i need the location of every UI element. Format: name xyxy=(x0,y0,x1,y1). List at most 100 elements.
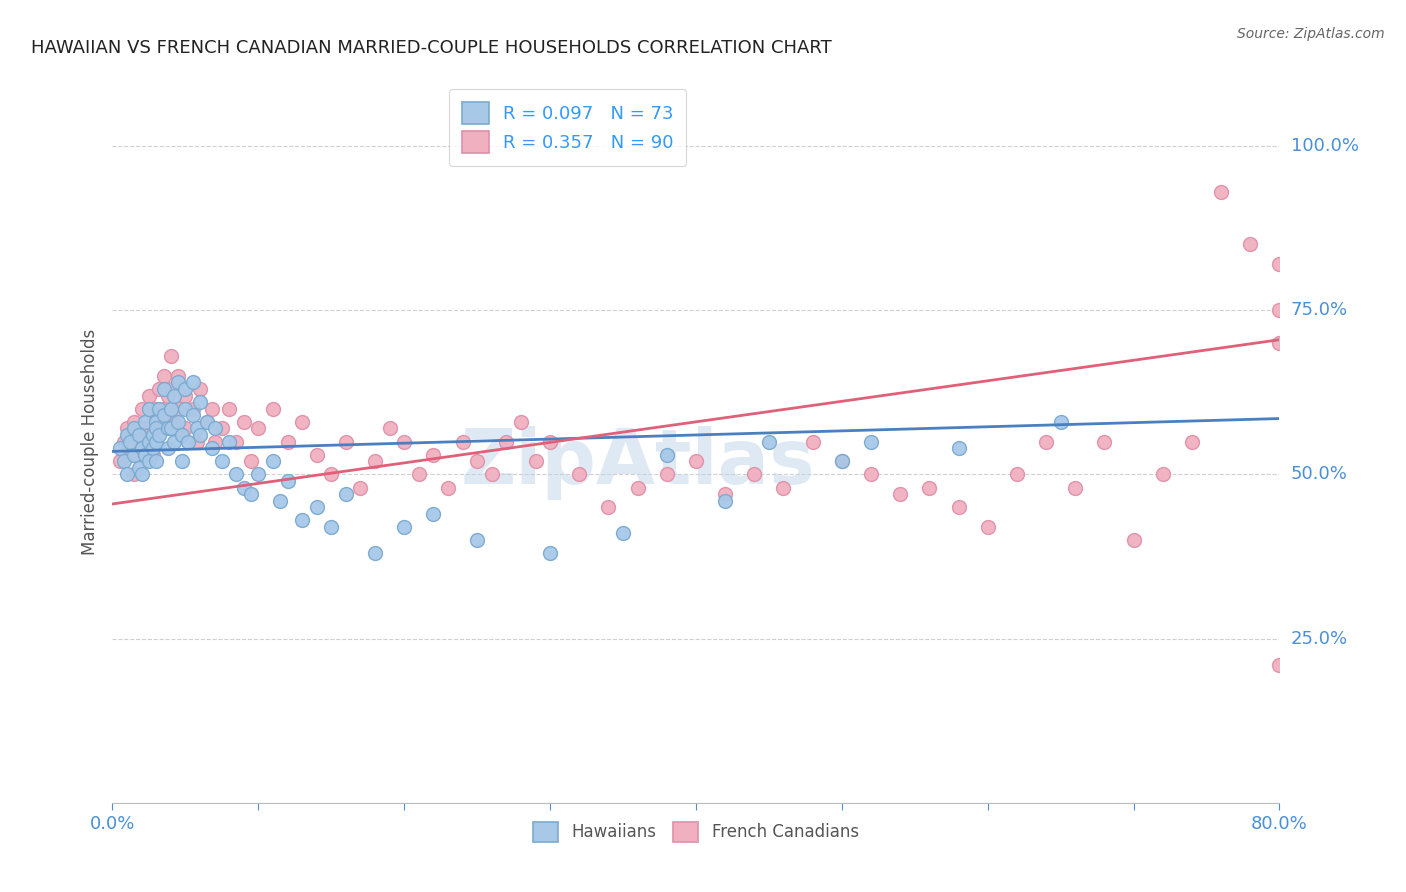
Point xyxy=(148,421,170,435)
Point xyxy=(262,454,284,468)
Point xyxy=(948,500,970,515)
Point xyxy=(131,401,153,416)
Point xyxy=(1209,185,1232,199)
Point xyxy=(128,460,150,475)
Point xyxy=(378,421,401,435)
Point xyxy=(240,454,263,468)
Point xyxy=(195,415,218,429)
Point xyxy=(1268,336,1291,351)
Point xyxy=(211,421,233,435)
Point xyxy=(124,421,146,435)
Point xyxy=(364,454,387,468)
Point xyxy=(142,441,165,455)
Point xyxy=(108,454,131,468)
Point xyxy=(145,415,167,429)
Point xyxy=(627,481,650,495)
Point xyxy=(160,349,183,363)
Point xyxy=(481,467,503,482)
Point xyxy=(422,507,444,521)
Point xyxy=(276,434,298,449)
Point xyxy=(291,415,314,429)
Point xyxy=(1049,415,1071,429)
Point xyxy=(181,409,204,423)
Point xyxy=(124,415,146,429)
Point xyxy=(177,434,200,449)
Point xyxy=(201,441,224,455)
Point xyxy=(148,401,170,416)
Point xyxy=(160,382,183,396)
Point xyxy=(801,434,824,449)
Point xyxy=(152,409,174,423)
Point xyxy=(831,454,853,468)
Point xyxy=(451,434,474,449)
Point xyxy=(112,434,135,449)
Point xyxy=(152,382,174,396)
Point xyxy=(134,415,156,429)
Point xyxy=(335,434,357,449)
Point xyxy=(1152,467,1174,482)
Point xyxy=(118,448,141,462)
Point xyxy=(188,382,211,396)
Point xyxy=(211,454,233,468)
Point xyxy=(163,415,186,429)
Point xyxy=(112,454,135,468)
Point xyxy=(145,434,167,449)
Point xyxy=(156,441,179,455)
Point xyxy=(181,401,204,416)
Point xyxy=(174,388,197,402)
Point xyxy=(156,421,179,435)
Point xyxy=(655,448,678,462)
Point xyxy=(276,474,298,488)
Point xyxy=(167,368,190,383)
Point xyxy=(204,434,226,449)
Point xyxy=(232,481,254,495)
Point xyxy=(118,434,141,449)
Point xyxy=(188,428,211,442)
Text: 100.0%: 100.0% xyxy=(1291,137,1358,155)
Point xyxy=(138,434,160,449)
Point xyxy=(156,415,179,429)
Point xyxy=(465,454,488,468)
Point xyxy=(145,401,167,416)
Point xyxy=(240,487,263,501)
Point xyxy=(128,434,150,449)
Point xyxy=(160,401,183,416)
Point xyxy=(186,434,208,449)
Point xyxy=(247,467,270,482)
Point xyxy=(138,401,160,416)
Point xyxy=(1181,434,1204,449)
Point xyxy=(1239,237,1261,252)
Point xyxy=(538,546,561,560)
Point xyxy=(134,448,156,462)
Point xyxy=(172,454,194,468)
Point xyxy=(568,467,591,482)
Point xyxy=(948,441,970,455)
Point xyxy=(225,467,247,482)
Point xyxy=(138,454,160,468)
Point xyxy=(1064,481,1087,495)
Point xyxy=(437,481,460,495)
Point xyxy=(188,395,211,409)
Point xyxy=(145,434,167,449)
Point xyxy=(142,415,165,429)
Point xyxy=(860,434,883,449)
Point xyxy=(152,368,174,383)
Point xyxy=(742,467,765,482)
Point xyxy=(1268,657,1291,672)
Point xyxy=(174,401,197,416)
Point xyxy=(509,415,531,429)
Point xyxy=(218,401,240,416)
Point xyxy=(1268,303,1291,318)
Point xyxy=(124,448,146,462)
Point xyxy=(156,388,179,402)
Point xyxy=(115,421,138,435)
Point xyxy=(163,388,186,402)
Text: HAWAIIAN VS FRENCH CANADIAN MARRIED-COUPLE HOUSEHOLDS CORRELATION CHART: HAWAIIAN VS FRENCH CANADIAN MARRIED-COUP… xyxy=(31,38,831,56)
Point xyxy=(167,376,190,390)
Point xyxy=(269,493,291,508)
Point xyxy=(538,434,561,449)
Point xyxy=(321,467,343,482)
Point xyxy=(349,481,371,495)
Legend: Hawaiians, French Canadians: Hawaiians, French Canadians xyxy=(527,815,865,848)
Point xyxy=(115,467,138,482)
